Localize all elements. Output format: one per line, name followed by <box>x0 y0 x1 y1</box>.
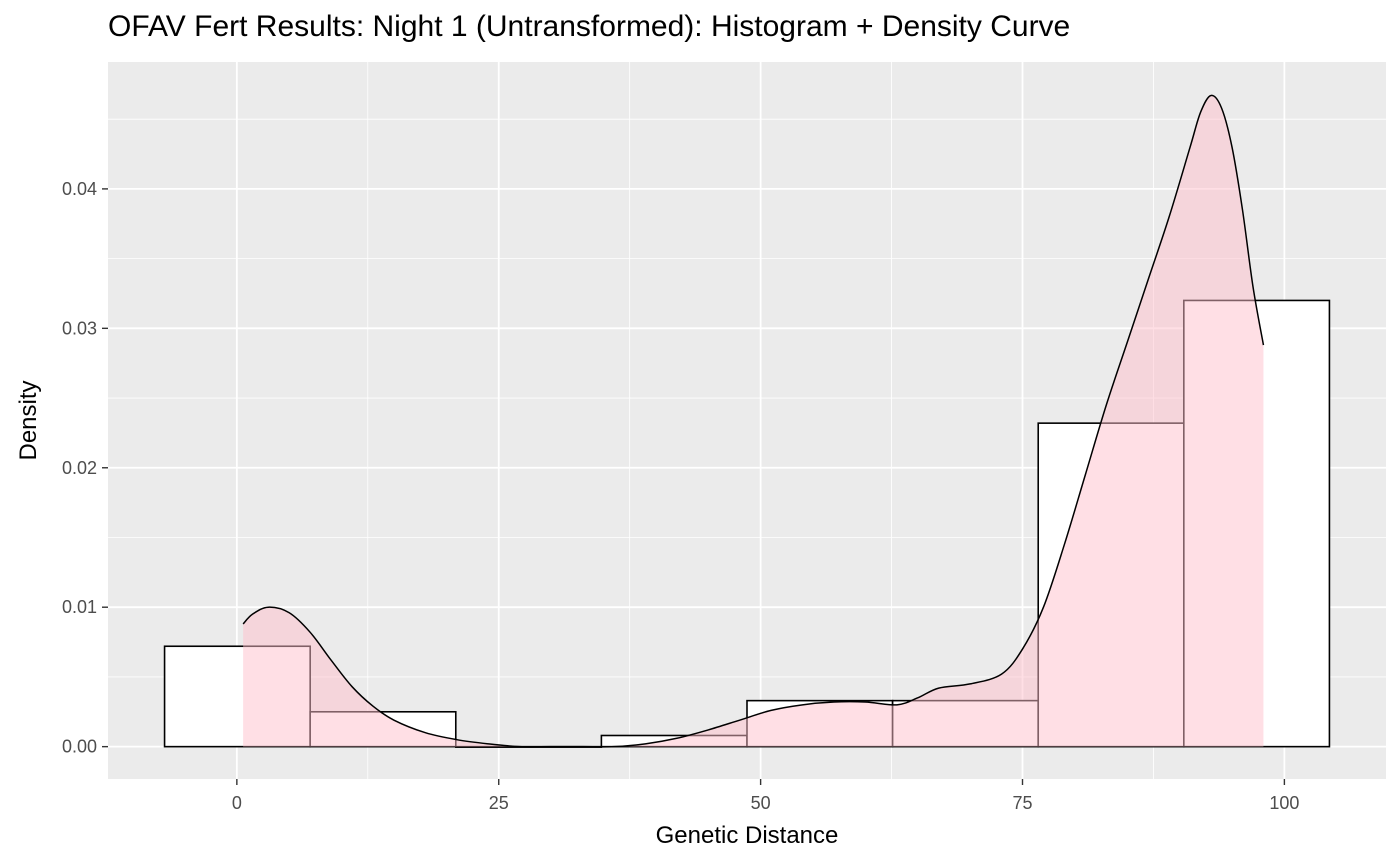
x-tick-labels: 0 25 50 75 100 <box>232 793 1300 813</box>
y-tick-label: 0.03 <box>62 318 97 338</box>
y-tick-labels: 0.00 0.01 0.02 0.03 0.04 <box>62 179 97 757</box>
x-tick-label: 50 <box>751 793 771 813</box>
x-tick-label: 25 <box>489 793 509 813</box>
y-tick-label: 0.01 <box>62 597 97 617</box>
y-tick-label: 0.02 <box>62 458 97 478</box>
y-axis-title: Density <box>15 380 42 460</box>
x-tick-label: 0 <box>232 793 242 813</box>
x-tick-label: 100 <box>1269 793 1299 813</box>
x-tick-label: 75 <box>1012 793 1032 813</box>
y-tick-label: 0.00 <box>62 737 97 757</box>
density-curve <box>242 94 1265 748</box>
axis-ticks <box>102 188 1286 785</box>
y-tick-label: 0.04 <box>62 179 97 199</box>
x-axis-title: Genetic Distance <box>656 822 839 849</box>
chart-title: OFAV Fert Results: Night 1 (Untransforme… <box>108 10 1071 43</box>
density-area <box>243 95 1264 747</box>
